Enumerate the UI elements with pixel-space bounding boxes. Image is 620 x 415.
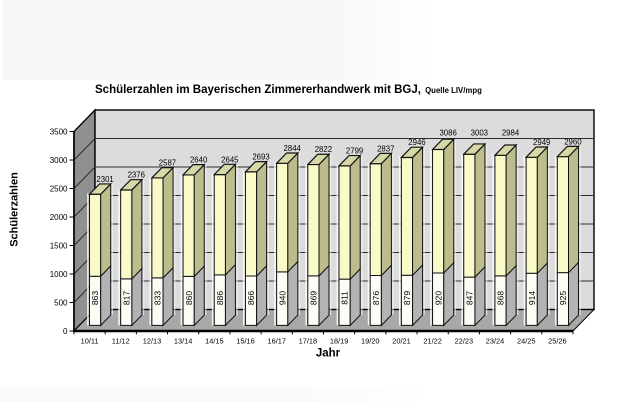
svg-text:1000: 1000 (50, 270, 68, 279)
svg-text:25/26: 25/26 (548, 336, 567, 345)
svg-text:20/21: 20/21 (392, 336, 411, 345)
svg-text:847: 847 (464, 291, 474, 305)
svg-text:2949: 2949 (533, 138, 550, 147)
svg-text:2960: 2960 (564, 137, 582, 146)
svg-text:Schülerzahlen: Schülerzahlen (9, 172, 21, 247)
svg-text:860: 860 (184, 291, 194, 305)
svg-text:2693: 2693 (252, 153, 269, 162)
svg-text:2301: 2301 (96, 175, 113, 184)
svg-text:19/20: 19/20 (361, 336, 380, 345)
svg-text:21/22: 21/22 (423, 336, 442, 345)
svg-text:886: 886 (215, 291, 225, 305)
svg-text:2645: 2645 (221, 155, 239, 164)
svg-text:2799: 2799 (346, 147, 363, 156)
svg-text:3500: 3500 (50, 127, 68, 136)
svg-text:1500: 1500 (50, 241, 68, 250)
svg-text:Jahr: Jahr (316, 348, 341, 360)
svg-text:2822: 2822 (315, 145, 332, 154)
svg-text:18/19: 18/19 (330, 336, 349, 345)
svg-text:14/15: 14/15 (205, 336, 224, 345)
svg-text:2984: 2984 (502, 128, 520, 137)
svg-text:920: 920 (433, 291, 443, 305)
svg-text:868: 868 (496, 291, 506, 305)
svg-text:817: 817 (121, 291, 131, 305)
svg-text:Schülerzahlen im Bayerischen Z: Schülerzahlen im Bayerischen Zimmererhan… (95, 84, 482, 96)
svg-text:15/16: 15/16 (236, 336, 255, 345)
svg-text:24/25: 24/25 (517, 336, 536, 345)
svg-text:2500: 2500 (50, 184, 68, 193)
svg-text:2376: 2376 (128, 171, 145, 180)
svg-text:863: 863 (90, 291, 100, 305)
svg-text:500: 500 (54, 298, 68, 307)
svg-text:3003: 3003 (471, 128, 488, 137)
svg-text:811: 811 (340, 291, 350, 305)
svg-text:876: 876 (371, 291, 381, 305)
svg-text:10/11: 10/11 (81, 336, 99, 345)
svg-text:0: 0 (63, 327, 68, 336)
svg-text:2587: 2587 (159, 159, 176, 168)
svg-text:3000: 3000 (50, 156, 68, 165)
svg-text:22/23: 22/23 (455, 336, 474, 345)
svg-text:914: 914 (527, 291, 537, 305)
svg-text:3086: 3086 (439, 128, 456, 137)
svg-text:2000: 2000 (50, 213, 68, 222)
svg-text:2640: 2640 (190, 156, 208, 165)
svg-text:869: 869 (309, 291, 319, 305)
svg-text:23/24: 23/24 (486, 336, 505, 345)
svg-text:16/17: 16/17 (267, 336, 286, 345)
svg-text:940: 940 (277, 291, 287, 305)
svg-text:2837: 2837 (377, 144, 394, 153)
svg-text:17/18: 17/18 (299, 336, 318, 345)
svg-text:2946: 2946 (408, 138, 425, 147)
svg-text:879: 879 (402, 291, 412, 305)
svg-text:11/12: 11/12 (112, 336, 130, 345)
svg-text:13/14: 13/14 (174, 336, 193, 345)
svg-text:12/13: 12/13 (143, 336, 162, 345)
svg-text:833: 833 (153, 291, 163, 305)
svg-text:2844: 2844 (284, 144, 302, 153)
svg-text:925: 925 (558, 291, 568, 305)
svg-text:866: 866 (246, 291, 256, 305)
